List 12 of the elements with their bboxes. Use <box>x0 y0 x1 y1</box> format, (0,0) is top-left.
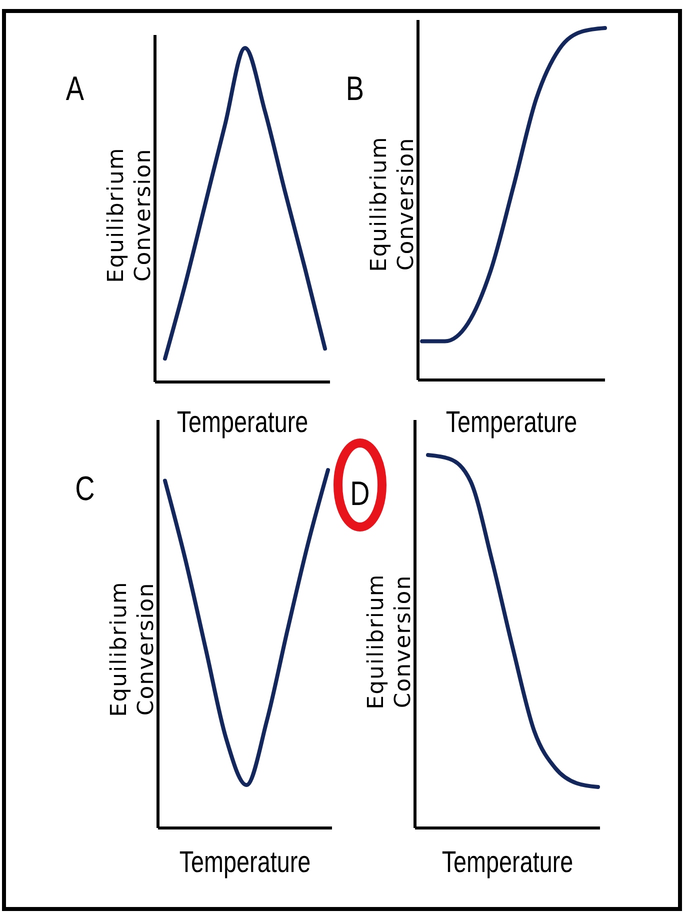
x-axis-title: Temperature <box>442 845 574 879</box>
x-axis-title: Temperature <box>446 405 578 439</box>
y-axis-title: Equilibrium Conversion <box>104 147 156 283</box>
x-axis-title: Temperature <box>179 845 311 879</box>
text: B <box>346 69 364 108</box>
y-axis-title: Equilibrium Conversion <box>364 574 416 710</box>
y-axis-title: Equilibrium Conversion <box>367 136 419 272</box>
x-axis-title: Temperature <box>176 405 308 439</box>
chart-title: C <box>75 469 95 508</box>
text: A <box>66 69 84 108</box>
y-axis-title: Equilibrium Conversion <box>107 581 159 717</box>
text: D <box>350 474 370 513</box>
